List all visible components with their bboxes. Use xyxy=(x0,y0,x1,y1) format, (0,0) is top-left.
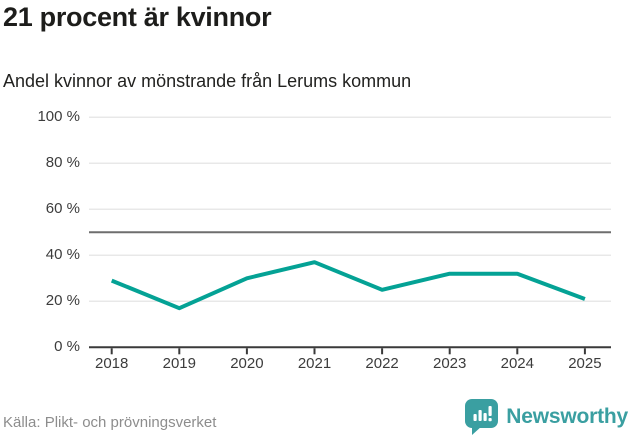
y-tick-label: 80 % xyxy=(45,154,80,172)
newsworthy-icon xyxy=(465,399,499,435)
y-tick-label: 60 % xyxy=(45,200,80,218)
y-tick-label: 20 % xyxy=(45,292,80,310)
x-tick-label: 2018 xyxy=(95,355,129,372)
y-tick-label: 100 % xyxy=(37,108,80,126)
data-line-andel-kvinnor xyxy=(110,260,586,311)
x-tick-label: 2022 xyxy=(365,355,399,372)
chart-title: 21 procent är kvinnor xyxy=(3,2,272,32)
newsworthy-wordmark: Newsworthy xyxy=(506,405,628,428)
x-tick-label: 2019 xyxy=(162,355,196,372)
newsworthy-logo[interactable]: Newsworthy xyxy=(464,398,628,436)
x-tick-label: 2021 xyxy=(297,355,332,372)
x-tick-label: 2025 xyxy=(568,355,602,372)
x-tick-label: 2024 xyxy=(500,355,534,372)
y-tick-label: 40 % xyxy=(45,246,80,264)
x-tick-label: 2020 xyxy=(230,355,264,372)
x-tick-label: 2023 xyxy=(433,355,467,372)
chart-subtitle: Andel kvinnor av mönstrande från Lerums … xyxy=(3,71,412,91)
y-tick-label: 0 % xyxy=(54,338,80,356)
source-caption: Källa: Plikt- och prövningsverket xyxy=(3,414,217,431)
